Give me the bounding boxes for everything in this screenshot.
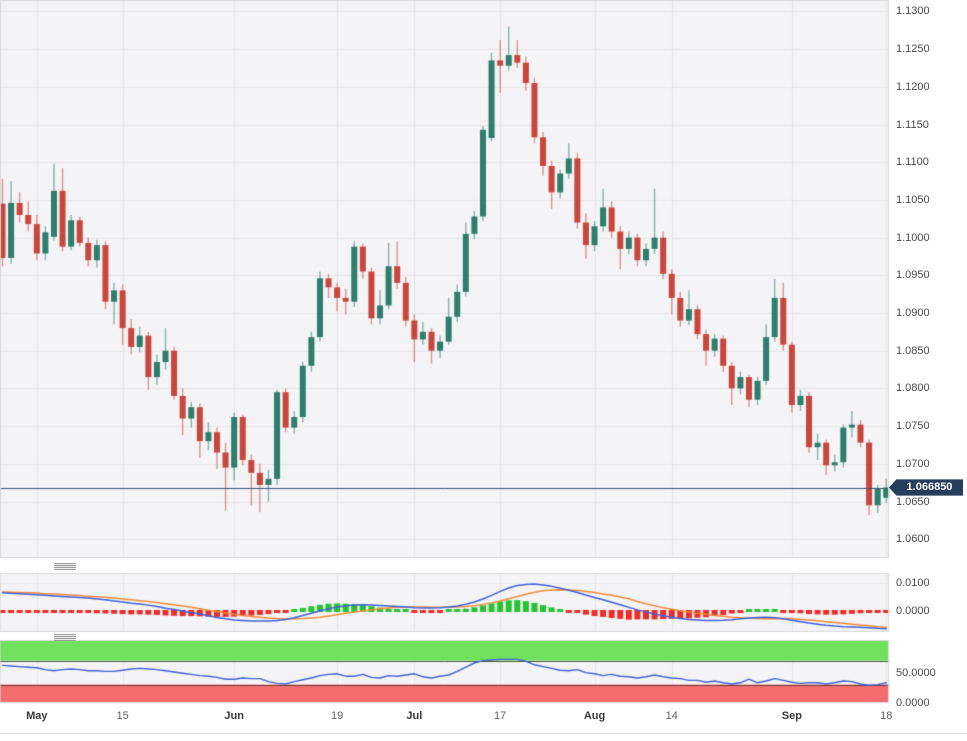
time-tick-label: 19 (330, 710, 344, 722)
price-tick-label: 1.0700 (896, 457, 930, 470)
macd-tick-label: 0.0000 (896, 605, 930, 617)
price-tick-label: 1.1200 (896, 80, 930, 93)
panel-resize-handle-rsi[interactable] (54, 634, 76, 641)
price-tick-label: 1.1250 (896, 43, 930, 56)
time-tick-label: Jun (224, 710, 244, 722)
price-tick-label: 1.1150 (896, 118, 929, 131)
price-tick-label: 1.0750 (896, 420, 930, 433)
macd-tick-label: 0.0100 (896, 577, 930, 589)
rsi-tick-label: 50.0000 (896, 666, 936, 679)
time-tick-label: 17 (494, 710, 507, 722)
price-tick-label: 1.1100 (896, 156, 929, 169)
rsi-tick-label: 0.0000 (896, 696, 930, 709)
last-price-badge: 1.066850 (889, 479, 963, 496)
time-tick-label: Sep (781, 710, 802, 722)
time-tick-label: Jul (406, 710, 423, 722)
time-tick-label: Aug (583, 710, 606, 722)
price-tick-label: 1.0900 (896, 307, 930, 319)
price-tick-label: 1.1050 (896, 193, 930, 206)
price-tick-label: 1.1000 (896, 231, 930, 244)
panel-resize-handle-macd[interactable] (54, 563, 76, 570)
time-tick-label: 18 (880, 710, 893, 722)
price-tick-label: 1.0600 (896, 533, 930, 546)
price-tick-label: 1.0800 (896, 382, 930, 395)
price-tick-label: 1.0850 (896, 344, 930, 357)
time-tick-label: 15 (116, 710, 129, 722)
time-tick-label: 14 (665, 710, 678, 722)
price-tick-label: 1.0950 (896, 269, 930, 282)
price-tick-label: 1.0650 (896, 495, 930, 508)
price-tick-label: 1.1300 (896, 5, 930, 18)
time-tick-label: May (26, 710, 48, 722)
